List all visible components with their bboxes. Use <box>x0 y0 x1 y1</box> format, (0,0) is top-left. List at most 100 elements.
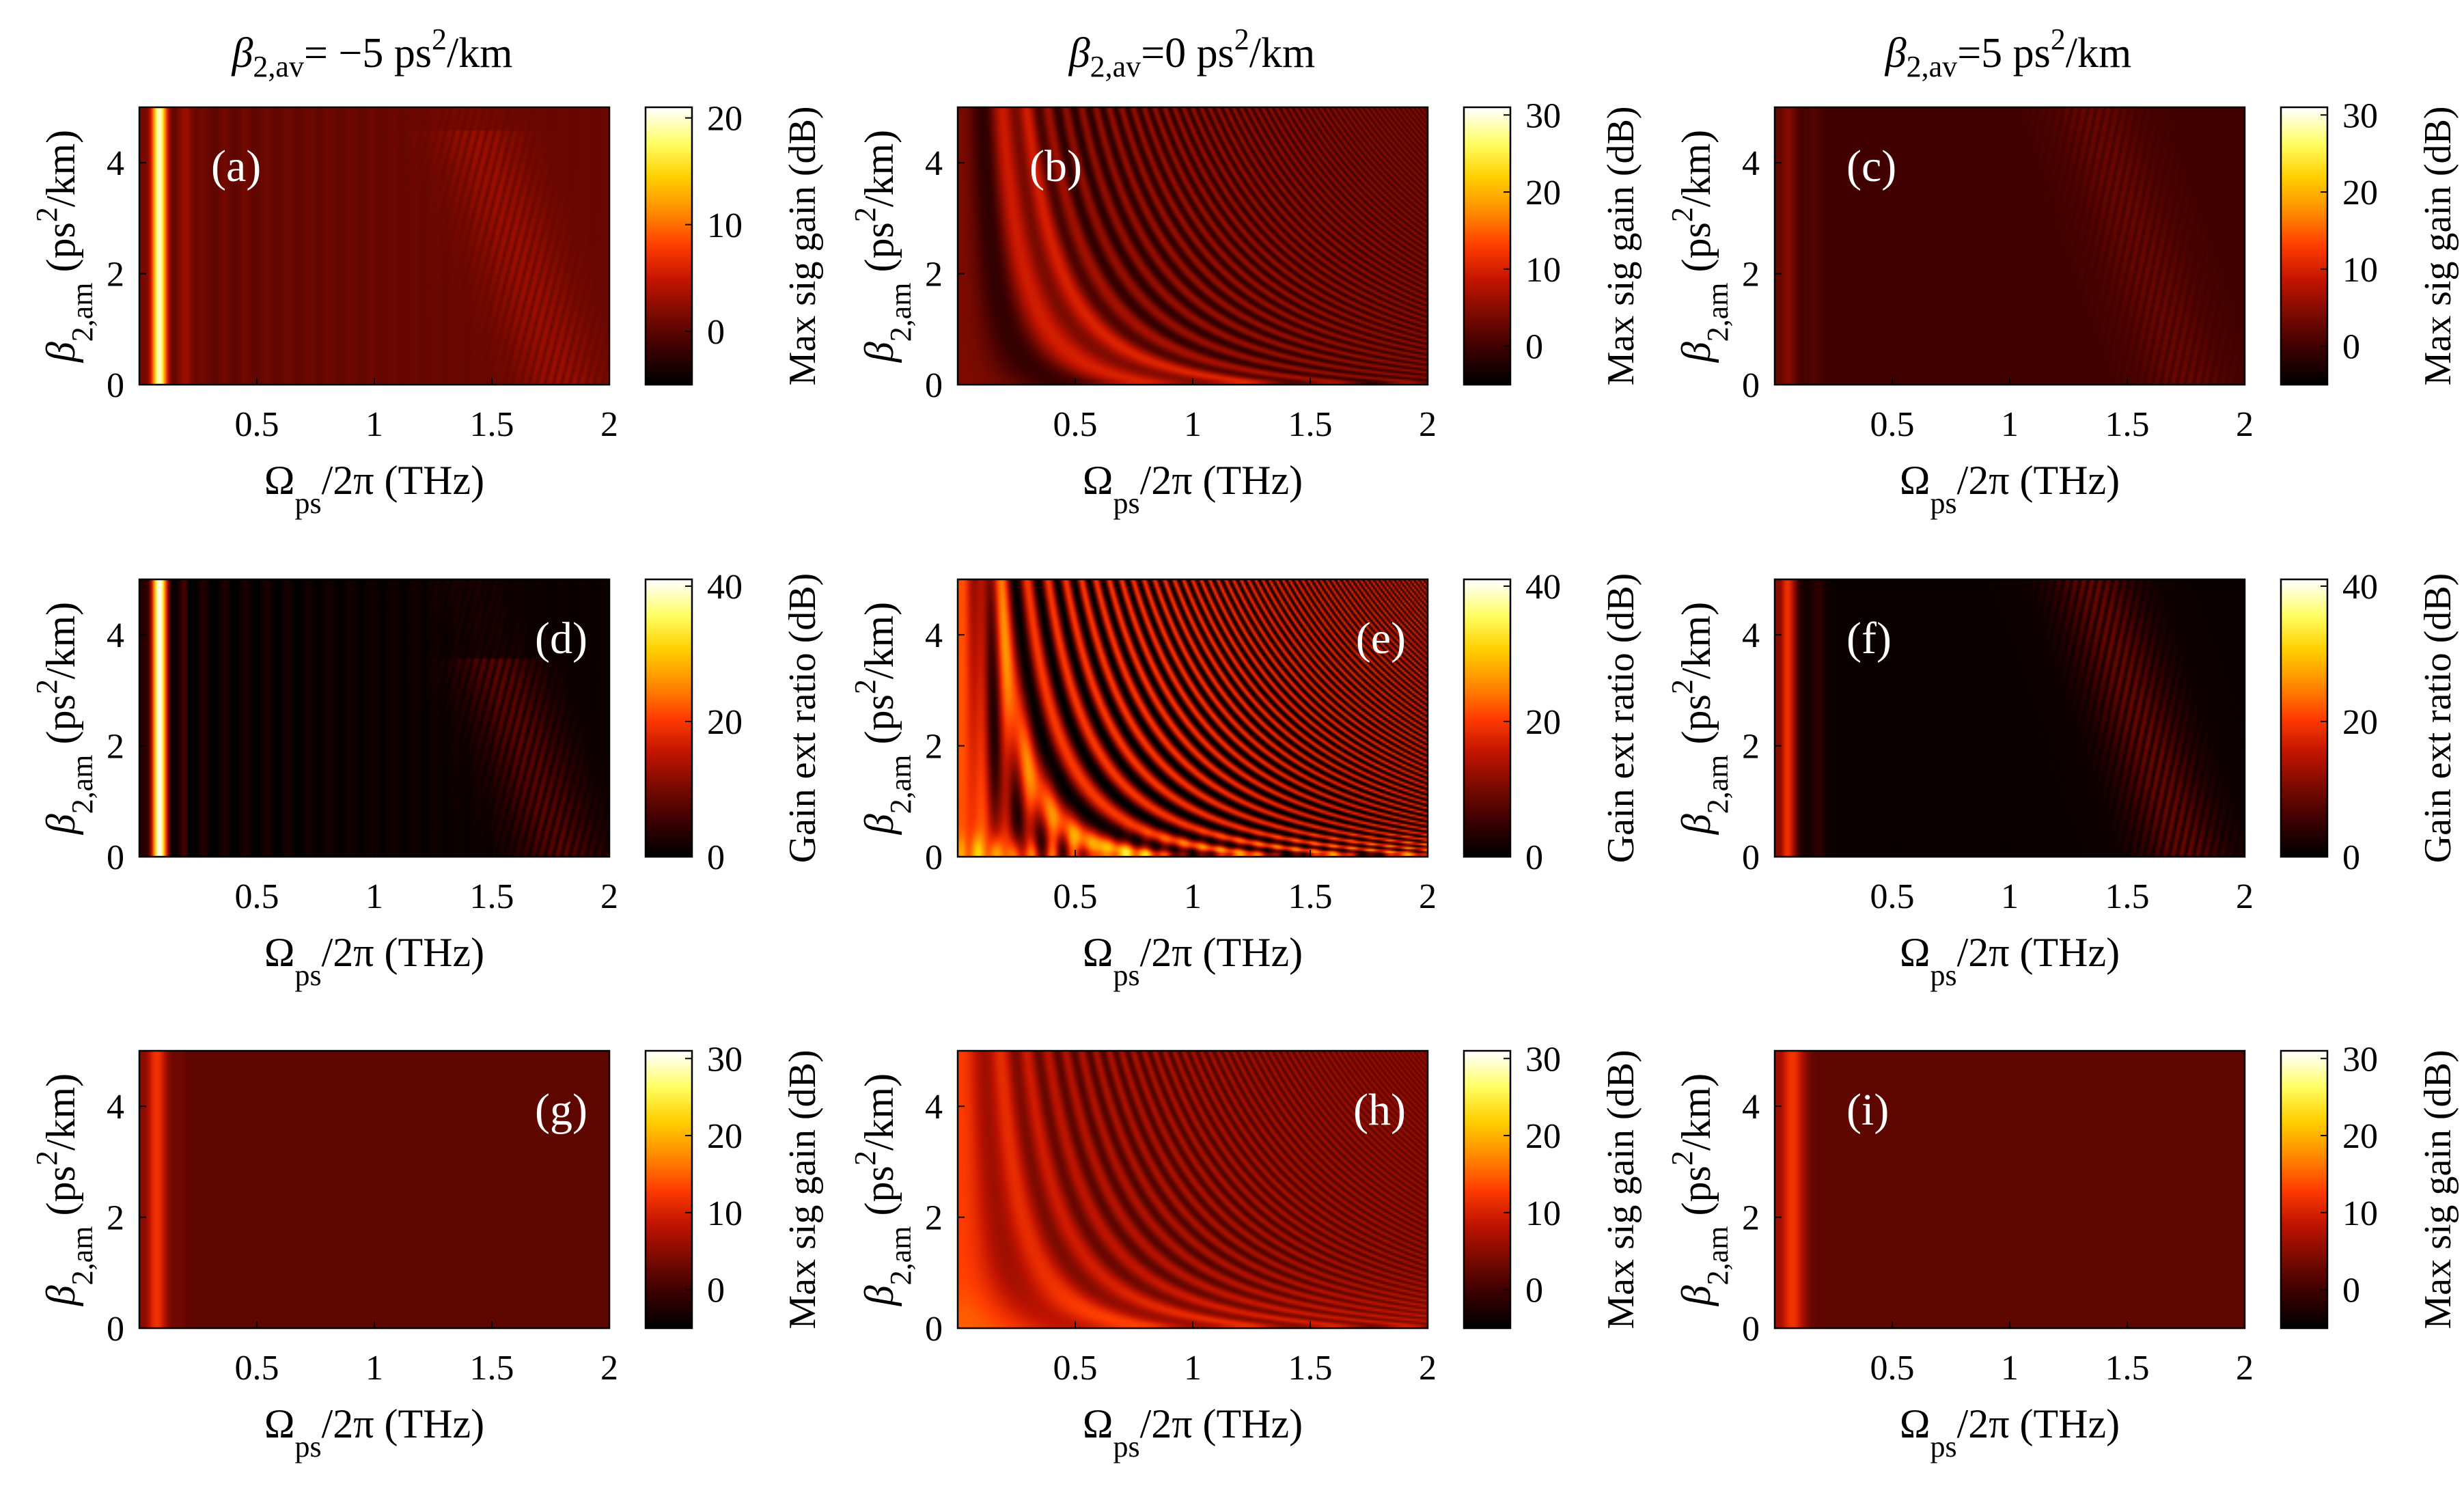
colorbar-tick-label: 30 <box>2342 1040 2378 1079</box>
colorbar <box>2281 579 2327 857</box>
y-tick-label: 0 <box>1742 838 1760 877</box>
x-tick-label: 0.5 <box>1053 405 1098 444</box>
colorbar-frame <box>1463 1049 1512 1330</box>
colorbar-tick-label: 0 <box>2342 328 2360 367</box>
x-tick-label: 0.5 <box>1053 877 1098 916</box>
x-tick-label: 1.5 <box>2105 1349 2150 1388</box>
x-tick-label: 1 <box>1184 405 1202 444</box>
colorbar-label: Gain ext ratio (dB) <box>781 573 824 864</box>
colorbar-label: Max sig gain (dB) <box>2417 1049 2459 1329</box>
colorbar <box>646 579 692 857</box>
colorbar-tick-label: 20 <box>2342 174 2378 212</box>
x-axis-label: Ωps/2π (THz) <box>1900 458 2120 520</box>
colorbar-tick-label: 20 <box>707 100 743 139</box>
y-tick-label: 0 <box>1742 366 1760 405</box>
x-axis-label: Ωps/2π (THz) <box>1083 930 1303 992</box>
colorbar-frame <box>644 106 693 386</box>
panel-label: (c) <box>1846 141 1896 191</box>
x-tick-label: 0.5 <box>1870 405 1915 444</box>
x-tick-label: 0.5 <box>1870 1349 1915 1388</box>
colorbar-frame <box>644 1049 693 1330</box>
colorbar-frame <box>1463 578 1512 858</box>
y-tick-label: 2 <box>107 1199 124 1238</box>
y-tick-label: 2 <box>925 1199 943 1238</box>
x-tick-label: 2 <box>2236 1349 2254 1388</box>
colorbar-label: Gain ext ratio (dB) <box>2417 573 2459 864</box>
x-tick-label: 0.5 <box>235 877 279 916</box>
x-tick-label: 1.5 <box>2105 877 2150 916</box>
x-tick-label: 0.5 <box>1870 877 1915 916</box>
colorbar-label: Max sig gain (dB) <box>1600 1049 1642 1329</box>
heatmap-image <box>1775 579 2245 857</box>
column-title-1: β2,av= −5 ps2/km <box>232 23 513 83</box>
colorbar-tick-label: 40 <box>2342 568 2378 607</box>
colorbar-tick-label: 0 <box>2342 1271 2360 1310</box>
colorbar-tick-label: 10 <box>2342 1194 2378 1233</box>
colorbar-tick-label: 0 <box>707 1271 725 1310</box>
y-tick-label: 2 <box>1742 1199 1760 1238</box>
y-tick-label: 4 <box>925 1088 943 1127</box>
x-axis-label: Ωps/2π (THz) <box>1900 930 2120 992</box>
y-tick-label: 2 <box>107 728 124 767</box>
heatmap-image <box>1775 107 2245 385</box>
column-title-3: β2,av=5 ps2/km <box>1885 23 2131 83</box>
x-tick-label: 2 <box>2236 877 2254 916</box>
x-tick-label: 1 <box>1184 1349 1202 1388</box>
colorbar-tick-label: 10 <box>1525 1194 1561 1233</box>
y-tick-label: 2 <box>925 728 943 767</box>
heatmap-image <box>139 1051 609 1328</box>
y-tick-label: 4 <box>925 144 943 183</box>
panel-label: (e) <box>1356 614 1406 663</box>
x-tick-label: 1.5 <box>470 405 514 444</box>
colorbar-tick-label: 10 <box>707 1194 743 1233</box>
colorbar <box>2281 1051 2327 1328</box>
heatmap-image <box>958 1051 1428 1328</box>
colorbar-tick-label: 20 <box>1525 1117 1561 1156</box>
y-tick-label: 0 <box>107 1310 124 1349</box>
colorbar-label: Max sig gain (dB) <box>781 106 824 385</box>
colorbar-tick-label: 10 <box>707 206 743 245</box>
y-tick-label: 2 <box>925 256 943 294</box>
y-tick-label: 4 <box>107 144 124 183</box>
colorbar-label: Gain ext ratio (dB) <box>1600 573 1642 864</box>
y-tick-label: 4 <box>1742 1088 1760 1127</box>
panel-label: (i) <box>1846 1085 1889 1135</box>
y-tick-label: 4 <box>107 1088 124 1127</box>
y-axis-label: β2,am (ps2/km) <box>30 602 99 835</box>
x-tick-label: 1 <box>365 1349 383 1388</box>
x-axis-label: Ωps/2π (THz) <box>264 458 484 520</box>
x-axis-label: Ωps/2π (THz) <box>1083 458 1303 520</box>
x-tick-label: 2 <box>600 877 618 916</box>
y-axis-label: β2,am (ps2/km) <box>848 130 917 363</box>
x-tick-label: 1.5 <box>1288 1349 1333 1388</box>
y-tick-label: 2 <box>1742 256 1760 294</box>
colorbar-tick-label: 30 <box>1525 96 1561 135</box>
colorbar-tick-label: 40 <box>707 568 743 607</box>
x-tick-label: 1 <box>2001 405 2019 444</box>
y-axis-label: β2,am (ps2/km) <box>30 130 99 363</box>
colorbar-tick-label: 10 <box>2342 251 2378 290</box>
colorbar-frame <box>2280 106 2329 386</box>
y-axis-label: β2,am (ps2/km) <box>30 1073 99 1306</box>
colorbar-tick-label: 30 <box>2342 96 2378 135</box>
x-tick-label: 1.5 <box>1288 877 1333 916</box>
colorbar-tick-label: 0 <box>1525 328 1543 367</box>
x-axis-label: Ωps/2π (THz) <box>264 930 484 992</box>
colorbar <box>1464 1051 1510 1328</box>
y-tick-label: 0 <box>925 838 943 877</box>
panel-label: (h) <box>1353 1085 1406 1135</box>
column-title-2: β2,av=0 ps2/km <box>1068 23 1315 83</box>
heatmap-image <box>139 579 609 857</box>
colorbar-frame <box>2280 1049 2329 1330</box>
x-tick-label: 1.5 <box>2105 405 2150 444</box>
x-tick-label: 1.5 <box>470 877 514 916</box>
x-tick-label: 0.5 <box>235 1349 279 1388</box>
colorbar-tick-label: 20 <box>1525 703 1561 742</box>
heatmap-image <box>958 579 1428 857</box>
colorbar-tick-label: 20 <box>707 703 743 742</box>
